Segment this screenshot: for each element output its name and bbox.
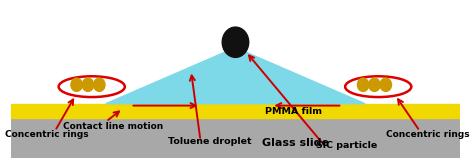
Bar — [11, 118, 460, 158]
Text: Glass slide: Glass slide — [262, 138, 328, 148]
Ellipse shape — [380, 78, 392, 91]
Ellipse shape — [357, 78, 369, 91]
Ellipse shape — [369, 78, 380, 91]
Text: Contact line motion: Contact line motion — [64, 122, 164, 131]
Text: Toluene droplet: Toluene droplet — [168, 137, 252, 146]
Bar — [11, 104, 460, 118]
Text: Concentric rings: Concentric rings — [385, 130, 469, 139]
Text: PMMA film: PMMA film — [264, 107, 322, 116]
Ellipse shape — [71, 78, 82, 91]
Text: Concentric rings: Concentric rings — [6, 130, 89, 139]
Ellipse shape — [82, 78, 94, 91]
Text: SiC particle: SiC particle — [317, 141, 378, 150]
Polygon shape — [106, 49, 365, 104]
Ellipse shape — [222, 27, 249, 57]
Ellipse shape — [94, 78, 105, 91]
